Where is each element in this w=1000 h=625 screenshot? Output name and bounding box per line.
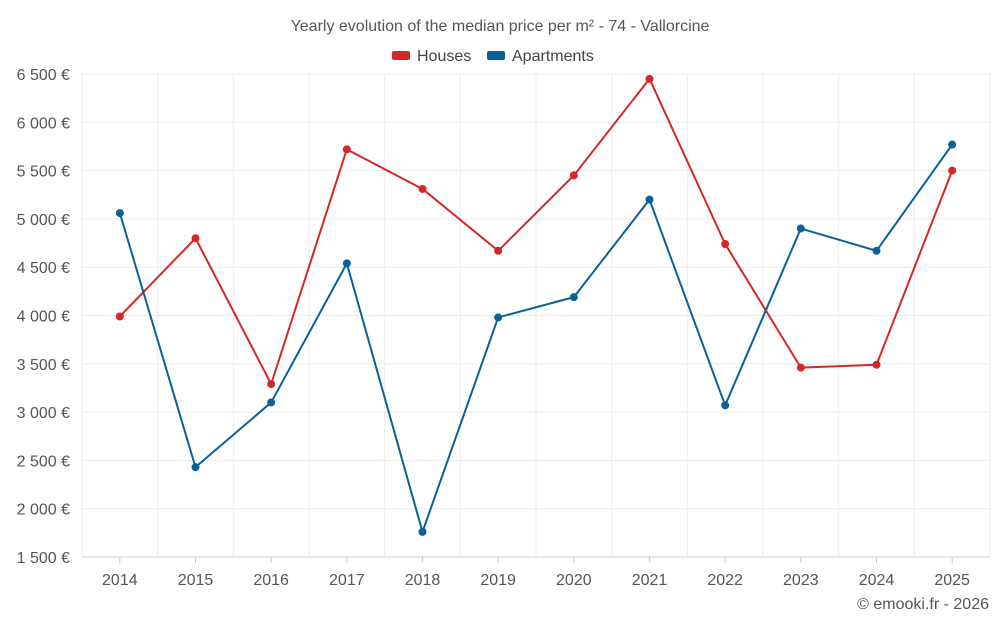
series-line-houses xyxy=(119,77,954,386)
data-point-apartments[interactable] xyxy=(494,313,503,322)
legend-swatch-apartments xyxy=(487,51,505,60)
x-axis: 2014 2015 2016 2017 2018 2019 2020 2021 2022 2023… xyxy=(102,557,970,589)
x-tick-label: 2021 xyxy=(632,572,668,589)
data-point-houses[interactable] xyxy=(191,234,200,243)
data-point-apartments[interactable] xyxy=(569,293,578,302)
data-point-apartments[interactable] xyxy=(115,209,124,218)
x-tick-label: 2015 xyxy=(178,572,214,589)
data-point-apartments[interactable] xyxy=(796,224,805,233)
data-point-apartments[interactable] xyxy=(191,463,200,472)
data-point-houses[interactable] xyxy=(342,145,351,154)
y-tick-label: 4 000 € xyxy=(17,309,70,326)
y-tick-label: 1 500 € xyxy=(17,550,70,567)
data-point-houses[interactable] xyxy=(115,312,124,321)
legend-swatch-houses xyxy=(392,51,410,60)
x-tick-label: 2022 xyxy=(707,572,743,589)
x-tick-label: 2017 xyxy=(329,572,365,589)
x-tick-label: 2025 xyxy=(934,572,970,589)
x-tick-label: 2020 xyxy=(556,572,592,589)
x-tick-label: 2019 xyxy=(480,572,516,589)
data-point-apartments[interactable] xyxy=(948,140,957,149)
x-tick-label: 2024 xyxy=(859,572,895,589)
data-point-houses[interactable] xyxy=(796,363,805,372)
credit-text: © emooki.fr - 2026 xyxy=(857,596,989,613)
data-point-houses[interactable] xyxy=(267,380,276,389)
data-point-houses[interactable] xyxy=(721,240,730,249)
legend-label-apartments[interactable]: Apartments xyxy=(512,48,594,65)
y-axis: 1 500 € 2 000 € 2 500 € 3 000 € 3 500 € 4 000… xyxy=(17,67,70,567)
data-point-apartments[interactable] xyxy=(645,195,654,204)
legend-label-houses[interactable]: Houses xyxy=(417,48,471,65)
chart-legend: Houses Apartments xyxy=(392,48,594,65)
y-tick-label: 5 500 € xyxy=(17,164,70,181)
data-point-houses[interactable] xyxy=(569,171,578,180)
data-point-houses[interactable] xyxy=(494,246,503,255)
chart-grid xyxy=(81,73,991,558)
y-tick-label: 6 000 € xyxy=(17,115,70,132)
x-tick-label: 2023 xyxy=(783,572,819,589)
x-tick-label: 2016 xyxy=(253,572,289,589)
chart-title: Yearly evolution of the median price per… xyxy=(291,18,710,35)
y-tick-label: 4 500 € xyxy=(17,260,70,277)
series-layer xyxy=(115,74,957,536)
y-tick-label: 3 500 € xyxy=(17,357,70,374)
data-point-houses[interactable] xyxy=(948,166,957,175)
x-tick-label: 2018 xyxy=(405,572,441,589)
x-tick-label: 2014 xyxy=(102,572,138,589)
data-point-apartments[interactable] xyxy=(721,401,730,410)
data-point-houses[interactable] xyxy=(418,184,427,193)
data-point-apartments[interactable] xyxy=(267,398,276,407)
y-tick-label: 3 000 € xyxy=(17,405,70,422)
data-point-apartments[interactable] xyxy=(418,527,427,536)
y-tick-label: 5 000 € xyxy=(17,212,70,229)
data-point-houses[interactable] xyxy=(872,360,881,369)
data-point-houses[interactable] xyxy=(645,74,654,83)
data-point-apartments[interactable] xyxy=(872,246,881,255)
y-tick-label: 2 000 € xyxy=(17,502,70,519)
series-line-apartments xyxy=(118,143,953,533)
data-point-apartments[interactable] xyxy=(342,259,351,268)
y-tick-label: 6 500 € xyxy=(17,67,70,84)
y-tick-label: 2 500 € xyxy=(17,453,70,470)
